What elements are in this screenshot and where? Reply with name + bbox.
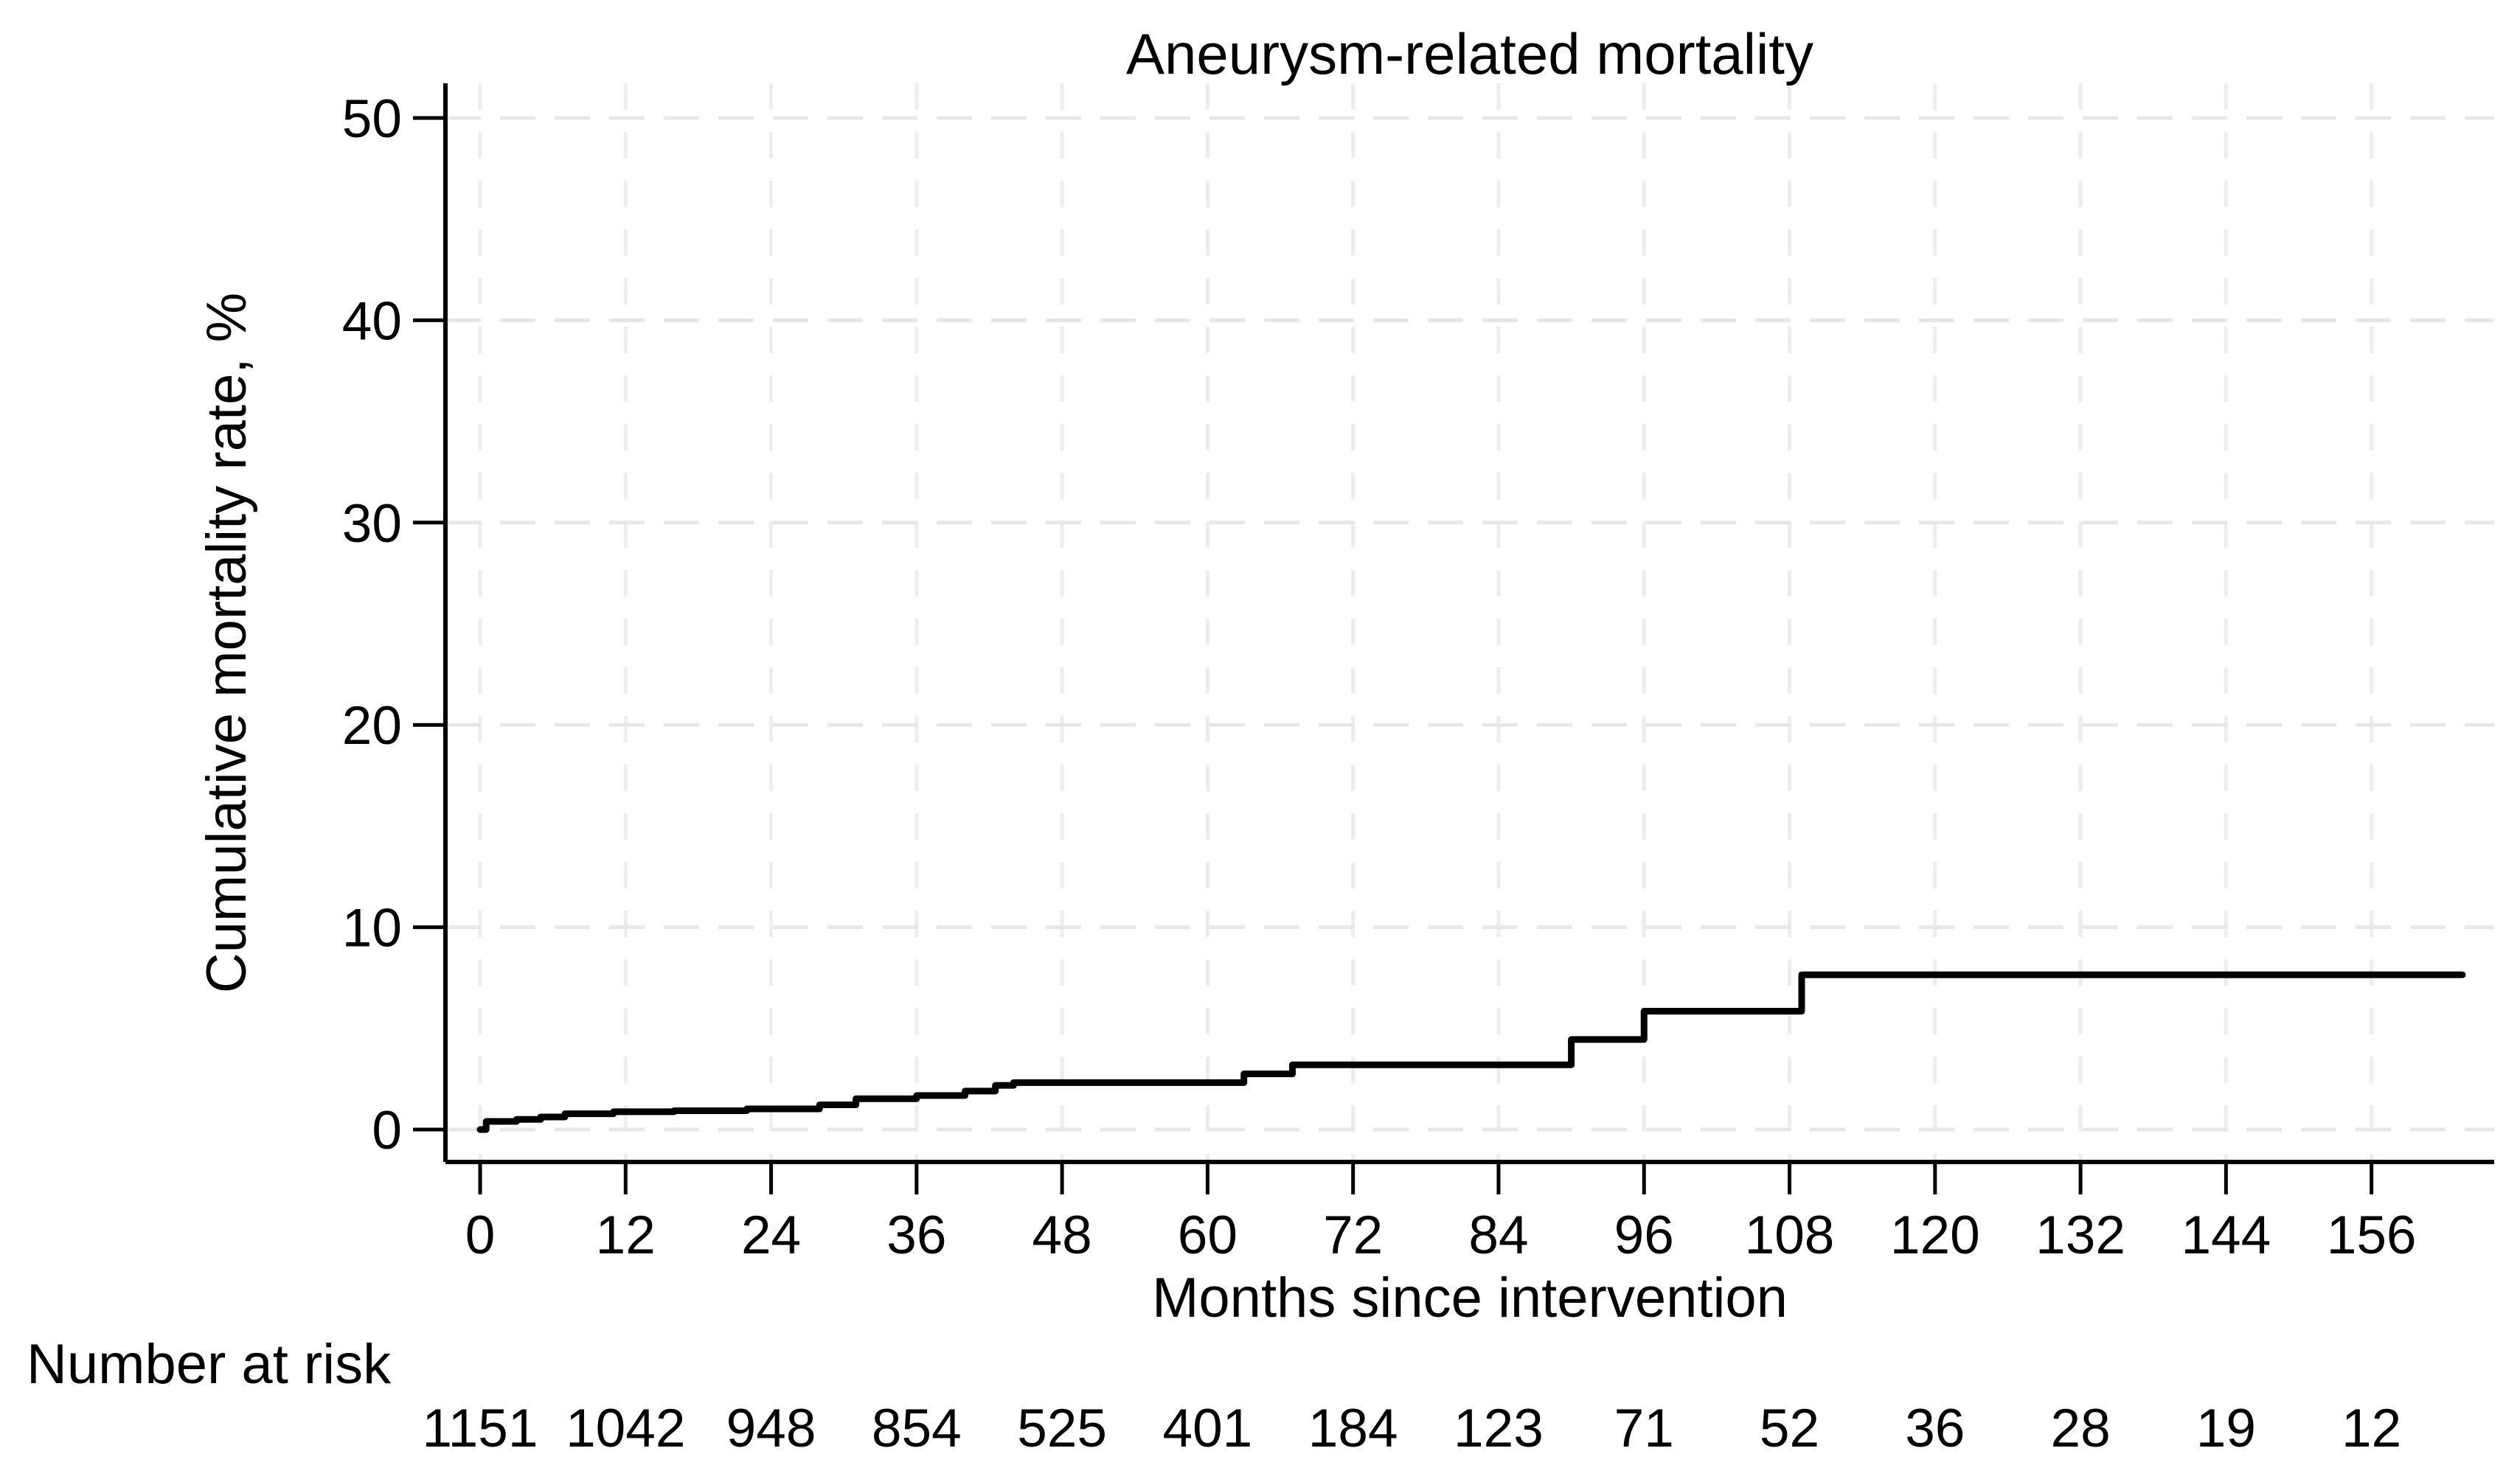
y-axis-tick-labels: 0 10 20 30 40 50 — [342, 89, 402, 1160]
number-at-risk-value: 19 — [2196, 1399, 2256, 1458]
chart-title: Aneurysm-related mortality — [1126, 21, 1813, 86]
number-at-risk-value: 36 — [1905, 1399, 1965, 1458]
km-step-curve — [476, 971, 2466, 1133]
x-tick-label: 72 — [1323, 1205, 1383, 1265]
y-tick-label: 0 — [372, 1101, 402, 1160]
x-tick-label: 0 — [465, 1205, 496, 1265]
x-axis-tick-labels: 0 12 24 36 48 60 72 84 96 108 120 132 144 156 — [465, 1205, 2417, 1265]
gridlines-horizontal — [445, 116, 2494, 1132]
number-at-risk-value: 525 — [1017, 1399, 1107, 1458]
number-at-risk-table: Number at risk 1151 1042 948 854 525 401 184 12… — [27, 1333, 2401, 1458]
number-at-risk-value: 948 — [726, 1399, 816, 1458]
number-at-risk-value: 28 — [2050, 1399, 2110, 1458]
number-at-risk-value: 401 — [1162, 1399, 1252, 1458]
x-axis-title: Months since intervention — [1152, 1267, 1788, 1329]
number-at-risk-values: 1151 1042 948 854 525 401 184 123 71 52 36 28 19 12 — [423, 1399, 2402, 1458]
x-tick-label: 108 — [1745, 1205, 1835, 1265]
x-tick-label: 96 — [1614, 1205, 1674, 1265]
x-tick-label: 48 — [1032, 1205, 1092, 1265]
x-axis-ticks — [478, 1162, 2374, 1194]
y-tick-label: 30 — [342, 494, 402, 554]
number-at-risk-value: 1042 — [566, 1399, 685, 1458]
number-at-risk-value: 52 — [1760, 1399, 1819, 1458]
number-at-risk-value: 123 — [1454, 1399, 1544, 1458]
y-tick-label: 10 — [342, 899, 402, 958]
y-tick-label: 20 — [342, 696, 402, 756]
y-tick-label: 40 — [342, 291, 402, 351]
number-at-risk-value: 854 — [872, 1399, 962, 1458]
number-at-risk-value: 1151 — [423, 1399, 538, 1458]
x-axis: 0 12 24 36 48 60 72 84 96 108 120 132 144 156 Months … — [445, 1160, 2494, 1329]
y-axis-title: Cumulative mortality rate, % — [195, 293, 258, 993]
x-tick-label: 120 — [1890, 1205, 1980, 1265]
x-tick-label: 60 — [1178, 1205, 1238, 1265]
y-axis: 0 10 20 30 40 50 Cumulative mortality rate, % — [195, 83, 448, 1162]
x-tick-label: 36 — [886, 1205, 946, 1265]
x-tick-label: 84 — [1468, 1205, 1528, 1265]
number-at-risk-label: Number at risk — [27, 1333, 392, 1396]
y-tick-label: 50 — [342, 89, 402, 149]
gridlines-vertical — [478, 83, 2374, 1162]
number-at-risk-value: 12 — [2342, 1399, 2401, 1458]
x-tick-label: 12 — [596, 1205, 656, 1265]
x-tick-label: 132 — [2035, 1205, 2125, 1265]
x-tick-label: 156 — [2327, 1205, 2417, 1265]
y-axis-ticks — [413, 116, 445, 1132]
number-at-risk-value: 71 — [1614, 1399, 1674, 1458]
x-tick-label: 144 — [2181, 1205, 2271, 1265]
number-at-risk-value: 184 — [1308, 1399, 1398, 1458]
x-tick-label: 24 — [741, 1205, 801, 1265]
